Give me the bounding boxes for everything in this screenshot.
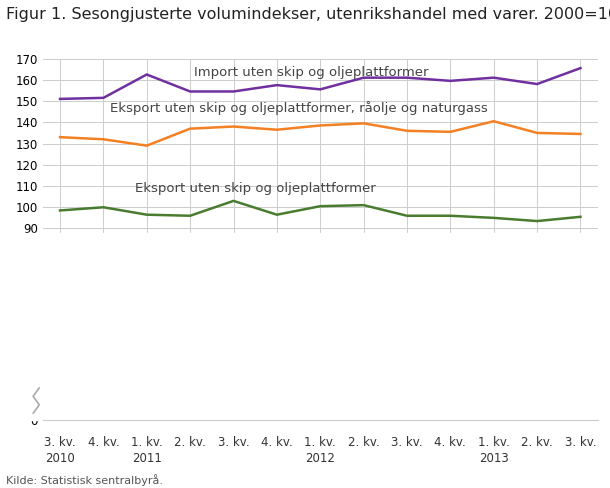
Text: 1. kv.
2011: 1. kv. 2011 [131, 436, 163, 465]
Text: Eksport uten skip og oljeplattformer, råolje og naturgass: Eksport uten skip og oljeplattformer, rå… [110, 101, 487, 115]
Text: 1. kv.
2012: 1. kv. 2012 [304, 436, 336, 465]
Bar [0, 233, 610, 420]
Text: 4. kv.: 4. kv. [261, 436, 293, 448]
Text: Figur 1. Sesongjusterte volumindekser, utenrikshandel med varer. 2000=100: Figur 1. Sesongjusterte volumindekser, u… [6, 7, 610, 22]
Text: 2. kv.: 2. kv. [348, 436, 379, 448]
Text: 3. kv.: 3. kv. [565, 436, 596, 448]
Text: 3. kv.
2010: 3. kv. 2010 [45, 436, 76, 465]
Text: 3. kv.: 3. kv. [391, 436, 423, 448]
Text: 3. kv.: 3. kv. [218, 436, 249, 448]
Text: Kilde: Statistisk sentralbyrå.: Kilde: Statistisk sentralbyrå. [6, 474, 163, 486]
Text: 4. kv.: 4. kv. [88, 436, 120, 448]
Text: Eksport uten skip og oljeplattformer: Eksport uten skip og oljeplattformer [135, 183, 376, 195]
Text: 1. kv.
2013: 1. kv. 2013 [478, 436, 509, 465]
Text: 2. kv.: 2. kv. [174, 436, 206, 448]
Text: 4. kv.: 4. kv. [434, 436, 466, 448]
Text: 2. kv.: 2. kv. [521, 436, 553, 448]
Text: Import uten skip og oljeplattformer: Import uten skip og oljeplattformer [195, 65, 429, 79]
